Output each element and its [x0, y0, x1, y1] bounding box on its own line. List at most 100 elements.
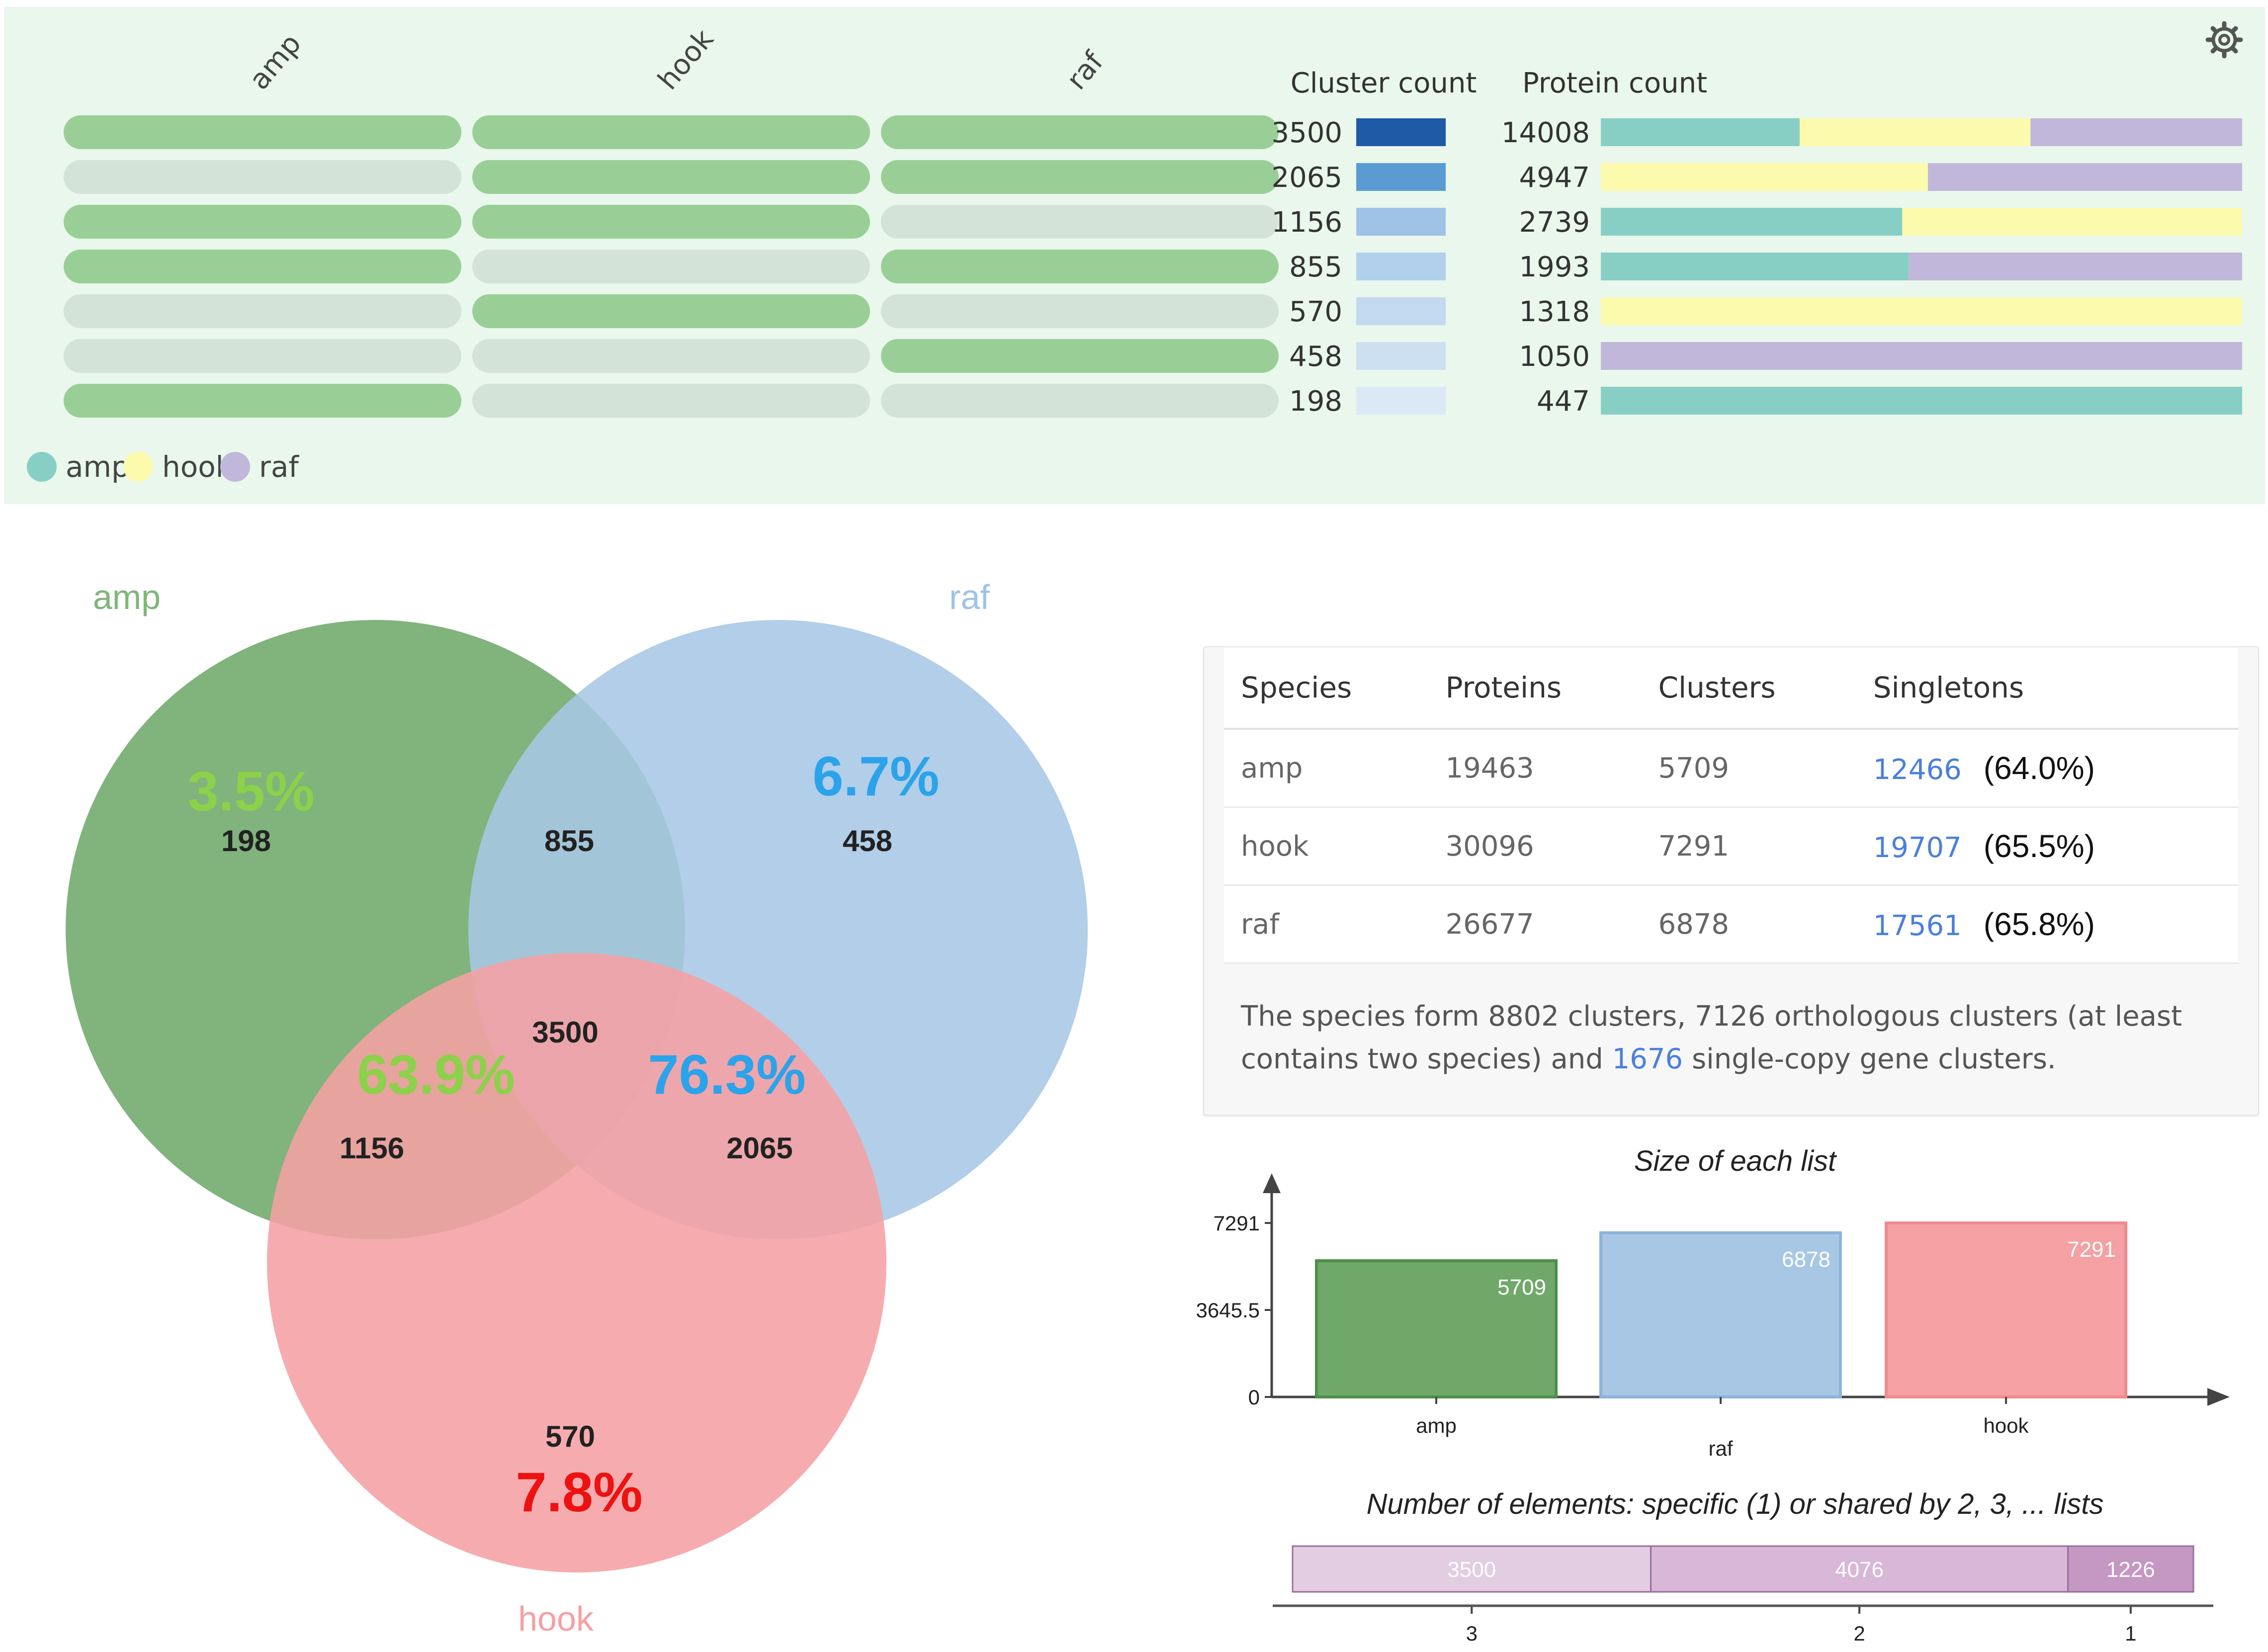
membership-bar-amp — [64, 294, 461, 328]
protein-segment-hook — [1902, 208, 2242, 236]
protein-segment-raf — [1909, 253, 2242, 280]
shared-x-tick-label: 2 — [1853, 1622, 1865, 1645]
size-y-tick-label: 0 — [1248, 1386, 1260, 1409]
cell-singletons: 19707 (65.5%) — [1856, 807, 2238, 886]
cluster-count-swatch — [1356, 163, 1446, 191]
venn-count-raf-hook: 2065 — [726, 1131, 792, 1165]
membership-bar-raf — [881, 115, 1279, 149]
col-header-species: Species — [1224, 647, 1429, 730]
table-row: amp 19463 5709 12466 (64.0%) — [1224, 729, 2238, 808]
size-bar-amp[interactable] — [1315, 1259, 1558, 1399]
legend-item-raf[interactable]: raf — [220, 450, 299, 484]
venn-circle-hook[interactable] — [267, 953, 886, 1572]
venn-label-amp: amp — [93, 578, 161, 616]
membership-bar-hook — [472, 339, 870, 373]
membership-bar-hook — [472, 115, 870, 149]
membership-bar-amp — [64, 384, 461, 418]
venn-count-amp-only: 198 — [221, 824, 271, 858]
table-row: raf 26677 6878 17561 (65.8%) — [1224, 885, 2238, 964]
cell-clusters: 5709 — [1641, 729, 1856, 808]
shared-bar-segment-2[interactable] — [1650, 1545, 2069, 1593]
table-row[interactable]: 1156 2739 — [64, 205, 2242, 239]
table-row[interactable]: 570 1318 — [64, 294, 2242, 328]
membership-bar-raf — [881, 160, 1279, 194]
shared-bar-segment-3[interactable] — [1292, 1545, 1652, 1593]
size-x-axis-arrow — [2207, 1388, 2230, 1406]
protein-segment-raf — [1601, 342, 2242, 370]
venn-pct-hook-only: 7.8% — [516, 1461, 642, 1523]
singletons-pct: (64.0%) — [1983, 750, 2095, 786]
gear-icon-teeth — [2205, 21, 2243, 59]
gear-icon-hub — [2218, 34, 2230, 46]
membership-bar-raf — [881, 294, 1279, 328]
cluster-count-value: 570 — [1289, 296, 1342, 328]
table-row: hook 30096 7291 19707 (65.5%) — [1224, 807, 2238, 886]
cluster-count-swatch — [1356, 387, 1446, 415]
cell-proteins: 19463 — [1428, 729, 1642, 808]
membership-bar-amp — [64, 205, 461, 239]
cluster-count-swatch — [1356, 297, 1446, 325]
protein-segment-raf — [2030, 118, 2242, 146]
singletons-link[interactable]: 19707 — [1873, 832, 1962, 864]
list-size-charts: Size of each list 0 3645.5 7291 5709 amp 6878… — [1196, 1145, 2230, 1645]
legend-item-hook[interactable]: hook — [123, 450, 233, 484]
cluster-overview-svg: amp hook raf Cluster count Protein count 3… — [27, 21, 2243, 484]
membership-bar-amp — [64, 339, 461, 373]
venn-pct-raf-hook: 76.3% — [648, 1043, 806, 1106]
membership-bar-hook — [472, 384, 870, 418]
table-row[interactable]: 198 447 — [64, 384, 2242, 418]
venn-pct-amp-only: 3.5% — [187, 760, 314, 822]
shared-x-tick-label: 1 — [2125, 1622, 2136, 1645]
cell-proteins: 26677 — [1428, 885, 1642, 964]
protein-count-header[interactable]: Protein count — [1522, 67, 1707, 99]
legend-swatch — [123, 452, 153, 482]
table-row[interactable]: 3500 14008 — [64, 115, 2242, 149]
membership-bar-hook — [472, 160, 870, 194]
legend-item-amp[interactable]: amp — [27, 450, 130, 484]
venn-diagram: amp raf hook 3.5% 198 6.7% 458 855 3500 … — [66, 578, 1088, 1638]
single-copy-count-link[interactable]: 1676 — [1612, 1043, 1683, 1075]
shared-bar-segment-1[interactable] — [2067, 1545, 2194, 1593]
legend-label: raf — [259, 450, 299, 484]
protein-count-value: 2739 — [1519, 206, 1590, 239]
singletons-link[interactable]: 17561 — [1873, 910, 1962, 942]
cluster-count-value: 1156 — [1271, 206, 1342, 239]
cluster-count-swatch — [1356, 253, 1446, 280]
protein-segment-hook — [1799, 118, 2031, 146]
shared-bar-value-label: 4076 — [1835, 1558, 1884, 1582]
shared-bar-value-label: 1226 — [2106, 1558, 2155, 1582]
cell-singletons: 12466 (64.0%) — [1856, 729, 2238, 808]
legend-swatch — [27, 452, 57, 482]
cell-singletons: 17561 (65.8%) — [1856, 885, 2238, 964]
membership-bar-amp — [64, 115, 461, 149]
cluster-summary-text: The species form 8802 clusters, 7126 ort… — [1241, 995, 2215, 1081]
gear-icon[interactable] — [2205, 21, 2243, 59]
species-summary-table: Species Proteins Clusters Singletons amp… — [1224, 647, 2238, 964]
membership-bar-raf — [881, 339, 1279, 373]
shared-bar-value-label: 3500 — [1447, 1558, 1496, 1582]
table-row[interactable]: 2065 4947 — [64, 160, 2242, 194]
singletons-link[interactable]: 12466 — [1873, 754, 1962, 786]
protein-count-value: 1318 — [1519, 296, 1590, 328]
table-row[interactable]: 855 1993 — [64, 250, 2242, 283]
protein-segment-hook — [1601, 297, 2242, 325]
col-header-proteins: Proteins — [1428, 647, 1642, 730]
protein-segment-hook — [1601, 163, 1928, 191]
size-chart-title: Size of each list — [1634, 1145, 1837, 1177]
shared-x-tick-label: 3 — [1466, 1622, 1478, 1645]
table-header-row: Species Proteins Clusters Singletons — [1224, 647, 2238, 730]
membership-bar-raf — [881, 384, 1279, 418]
set-header-amp: amp — [243, 28, 308, 96]
membership-bar-hook — [472, 250, 870, 283]
summary-text-part-2: single-copy gene clusters. — [1691, 1043, 2056, 1075]
size-bar-raf[interactable] — [1599, 1231, 1842, 1398]
protein-segment-amp — [1601, 253, 1909, 280]
protein-segment-raf — [1927, 163, 2242, 191]
size-bar-value-label: 6878 — [1782, 1247, 1831, 1272]
size-bar-hook[interactable] — [1885, 1221, 2127, 1398]
summary-text-part-1: The species form 8802 clusters, 7126 ort… — [1241, 1000, 2182, 1075]
venn-label-raf: raf — [949, 578, 990, 616]
cluster-count-swatch — [1356, 342, 1446, 370]
cluster-count-value: 458 — [1289, 341, 1342, 373]
table-row[interactable]: 458 1050 — [64, 339, 2242, 373]
